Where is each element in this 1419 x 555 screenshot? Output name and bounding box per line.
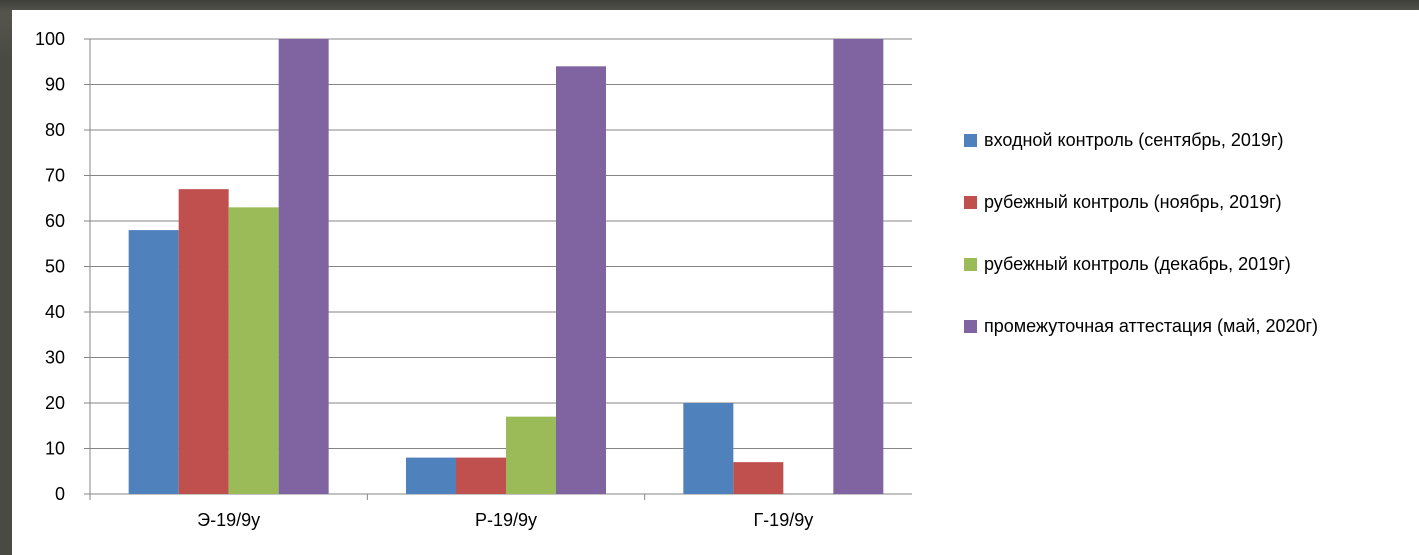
bar: [178, 189, 229, 494]
legend-entry: рубежный контроль (декабрь, 2019г): [964, 252, 1414, 276]
x-tick-label: Г-19/9у: [753, 510, 813, 530]
y-tick-label: 40: [45, 302, 65, 322]
y-tick-label: 90: [45, 75, 65, 95]
y-tick-label: 100: [35, 29, 65, 49]
bar: [833, 39, 884, 494]
bar: [556, 66, 606, 495]
bar: [506, 416, 556, 494]
bar: [683, 403, 734, 494]
legend-entry: рубежный контроль (ноябрь, 2019г): [964, 190, 1414, 214]
legend-swatch: [964, 134, 977, 147]
legend-entry: входной контроль (сентябрь, 2019г): [964, 128, 1414, 152]
y-tick-label: 10: [45, 439, 65, 459]
legend: входной контроль (сентябрь, 2019г) рубежн…: [964, 128, 1414, 376]
bar: [128, 230, 179, 494]
legend-swatch: [964, 196, 977, 209]
legend-swatch: [964, 258, 977, 271]
bar-chart: 0 10 20 30 40 50 60 70 80 90 100 Э-19/9у Р-19/9у Г-19…: [35, 29, 912, 530]
x-tick-label: Э-19/9у: [197, 510, 260, 530]
legend-entry: промежуточная аттестация (май, 2020г): [964, 314, 1414, 338]
y-tick-label: 20: [45, 393, 65, 413]
x-tick-label: Р-19/9у: [475, 510, 537, 530]
bar: [278, 39, 329, 494]
y-tick-label: 80: [45, 120, 65, 140]
bar: [228, 207, 279, 494]
legend-label: входной контроль (сентябрь, 2019г): [984, 130, 1284, 150]
legend-label: рубежный контроль (ноябрь, 2019г): [984, 192, 1282, 212]
bar: [406, 457, 456, 494]
y-tick-label: 30: [45, 348, 65, 368]
legend-label: промежуточная аттестация (май, 2020г): [984, 316, 1319, 336]
bar: [733, 462, 784, 494]
legend-swatch: [964, 320, 977, 333]
y-tick-label: 50: [45, 257, 65, 277]
y-tick-label: 60: [45, 211, 65, 231]
y-tick-label: 0: [55, 484, 65, 504]
legend-label: рубежный контроль (декабрь, 2019г): [984, 254, 1291, 274]
chart-area: 0 10 20 30 40 50 60 70 80 90 100 Э-19/9у Р-19/9у Г-19…: [12, 10, 1419, 555]
y-tick-label: 70: [45, 166, 65, 186]
bar: [456, 457, 506, 494]
